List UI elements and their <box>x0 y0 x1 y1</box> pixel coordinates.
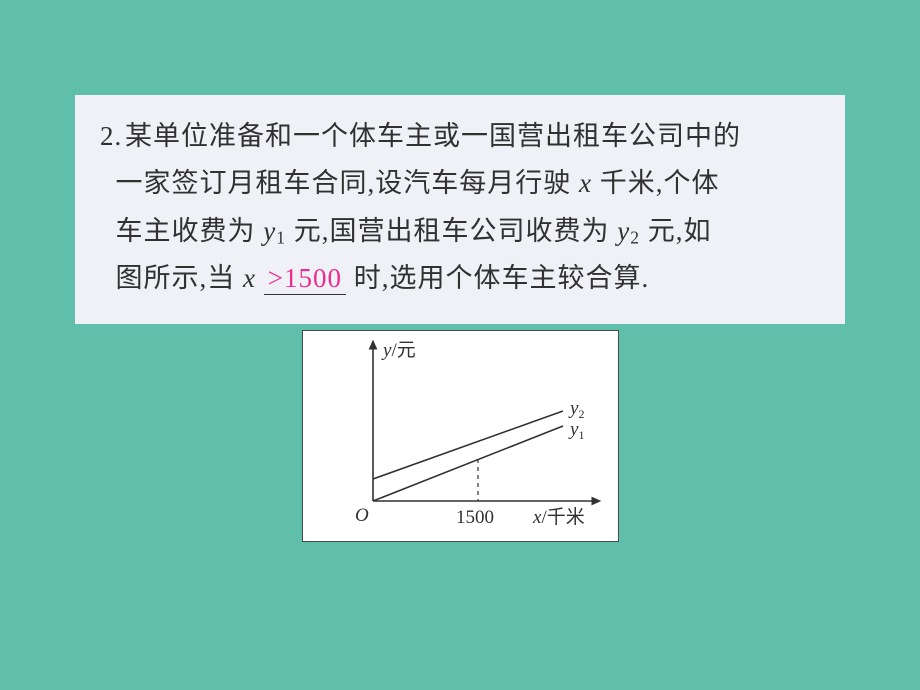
t-l1a: 某单位准备和一个体车主或一国营出租车公司中的 <box>125 121 741 151</box>
var-y1: y1 <box>263 216 286 246</box>
t-l3b: 元,国营出租车公司收费为 <box>286 216 617 246</box>
svg-text:1500: 1500 <box>456 507 494 528</box>
var-x-2: x <box>243 263 256 293</box>
svg-text:y2: y2 <box>568 398 584 421</box>
t-l4a: 图所示,当 <box>116 263 244 293</box>
t-l4b: 时,选用个体车主较合算. <box>346 263 649 293</box>
svg-text:x/千米: x/千米 <box>532 506 585 528</box>
chart-svg: Oy/元 x/千米 1500 y1y2 <box>303 331 618 541</box>
svg-text:y/元: y/元 <box>381 340 416 361</box>
t-l3c: 元,如 <box>640 216 712 246</box>
svg-text:O: O <box>355 505 369 526</box>
svg-text:y1: y1 <box>568 419 584 442</box>
problem-text-box: 2.某单位准备和一个体车主或一国营出租车公司中的 一家签订月租车合同,设汽车每月… <box>75 95 845 324</box>
t-l2b: 千米,个体 <box>592 168 720 198</box>
var-y2: y2 <box>617 216 640 246</box>
chart-container: Oy/元 x/千米 1500 y1y2 <box>302 330 619 542</box>
problem-number: 2. <box>100 113 125 160</box>
var-x-1: x <box>579 168 592 198</box>
t-l3a: 车主收费为 <box>116 216 264 246</box>
problem-text: 2.某单位准备和一个体车主或一国营出租车公司中的 一家签订月租车合同,设汽车每月… <box>100 113 820 302</box>
answer-blank: >1500 <box>264 263 346 295</box>
t-l2a: 一家签订月租车合同,设汽车每月行驶 <box>116 168 580 198</box>
